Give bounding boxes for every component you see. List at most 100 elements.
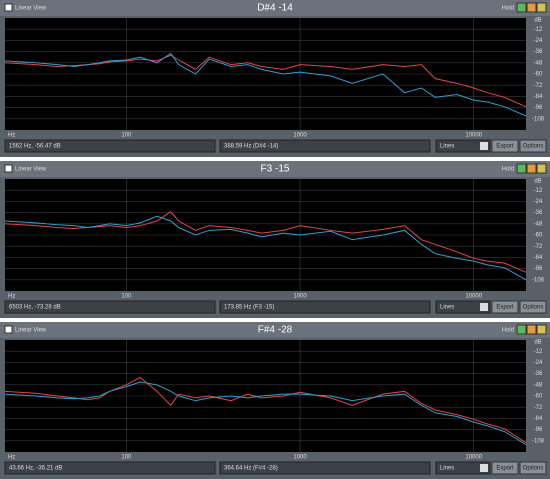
action-button[interactable] xyxy=(519,139,547,153)
status-mid: 173.85 Hz (F3 -15) xyxy=(224,305,274,311)
y-tick-label: -72 xyxy=(534,244,543,250)
status-left-box xyxy=(4,139,216,153)
y-tick-label: -84 xyxy=(534,416,543,422)
window-button[interactable] xyxy=(536,324,547,335)
y-tick-label: -96 xyxy=(534,266,543,272)
mode-dropdown[interactable] xyxy=(435,139,491,153)
hold-label: Hold xyxy=(502,6,514,12)
y-tick-label: -36 xyxy=(534,371,543,377)
linear-view-label: Linear View xyxy=(15,6,47,12)
x-tick-label: 1000 xyxy=(293,294,307,300)
x-tick-label: 1000 xyxy=(293,133,307,139)
y-tick-label: -24 xyxy=(534,199,543,205)
y-unit: dB xyxy=(534,18,541,24)
linear-view-checkbox[interactable] xyxy=(4,3,13,12)
status-left: 43.66 Hz, -36.21 dB xyxy=(9,466,62,472)
hold-label: Hold xyxy=(502,328,514,334)
window-button[interactable] xyxy=(516,2,527,13)
analyzer-panel: Linear View F3 -15 Hold dB -12 -24 -36 -48 -60 -7… xyxy=(0,161,550,318)
y-tick-label: -12 xyxy=(534,349,543,355)
y-tick-label: -60 xyxy=(534,233,543,239)
y-tick-label: -96 xyxy=(534,427,543,433)
spectrum-line xyxy=(4,54,527,108)
linear-view-label: Linear View xyxy=(15,328,47,334)
status-mid-box xyxy=(219,300,431,314)
x-tick-label: 10000 xyxy=(465,294,482,300)
status-left-box xyxy=(4,300,216,314)
y-tick-label: -108 xyxy=(532,438,545,444)
window-button[interactable] xyxy=(526,324,537,335)
panel-title: F#4 -28 xyxy=(258,325,293,336)
action-button[interactable] xyxy=(491,461,519,475)
y-tick-label: -84 xyxy=(534,94,543,100)
window-button[interactable] xyxy=(536,163,547,174)
linear-view-label: Linear View xyxy=(15,167,47,173)
x-unit: Hz xyxy=(8,455,15,461)
y-tick-label: -24 xyxy=(534,38,543,44)
analyzer-panel: Linear View F#4 -28 Hold dB -12 -24 -36 -48 -60 -… xyxy=(0,322,550,479)
spectrum-line xyxy=(4,215,527,281)
action-button[interactable] xyxy=(519,461,547,475)
status-left: 1562 Hz, -56.47 dB xyxy=(9,144,61,150)
mode-label: Lines xyxy=(440,144,454,150)
spectrum-line xyxy=(4,211,527,273)
dropdown-arrow xyxy=(480,303,488,311)
y-unit: dB xyxy=(534,179,541,185)
status-left: 6503 Hz, -73.28 dB xyxy=(9,305,61,311)
y-tick-label: -48 xyxy=(534,60,543,66)
action-button[interactable] xyxy=(491,139,519,153)
dropdown-arrow xyxy=(480,464,488,472)
action-button[interactable] xyxy=(491,300,519,314)
action-button-label: Options xyxy=(523,466,544,472)
window-button[interactable] xyxy=(526,2,537,13)
x-unit: Hz xyxy=(8,133,15,139)
y-tick-label: -108 xyxy=(532,277,545,283)
x-tick-label: 100 xyxy=(121,455,132,461)
hold-label: Hold xyxy=(502,167,514,173)
x-tick-label: 10000 xyxy=(465,133,482,139)
window-button[interactable] xyxy=(526,163,537,174)
spectrum-line xyxy=(4,381,527,445)
action-button-label: Options xyxy=(523,305,544,311)
window-button[interactable] xyxy=(516,163,527,174)
title-bar xyxy=(0,161,550,177)
linear-view-checkbox[interactable] xyxy=(4,164,13,173)
panel-title: D#4 -14 xyxy=(257,3,293,14)
dropdown-arrow xyxy=(480,142,488,150)
status-mid: 364.64 Hz (F#4 -28) xyxy=(224,466,278,472)
x-unit: Hz xyxy=(8,294,15,300)
status-left-box xyxy=(4,461,216,475)
action-button[interactable] xyxy=(519,300,547,314)
window-button[interactable] xyxy=(536,2,547,13)
y-tick-label: -48 xyxy=(534,221,543,227)
action-button-label: Export xyxy=(496,144,514,150)
action-button-label: Export xyxy=(496,305,514,311)
action-button-label: Export xyxy=(496,466,514,472)
status-mid-box xyxy=(219,461,431,475)
analyzer-panel: Linear View D#4 -14 Hold dB -12 -24 -36 -48 -60 -… xyxy=(0,0,550,157)
y-tick-label: -60 xyxy=(534,394,543,400)
status-mid: 388.59 Hz (D#4 -14) xyxy=(224,144,278,150)
x-tick-label: 100 xyxy=(121,294,132,300)
title-bar xyxy=(0,322,550,338)
y-tick-label: -36 xyxy=(534,210,543,216)
y-tick-label: -108 xyxy=(532,116,545,122)
mode-label: Lines xyxy=(440,305,454,311)
y-tick-label: -84 xyxy=(534,255,543,261)
y-tick-label: -12 xyxy=(534,27,543,33)
panel-title: F3 -15 xyxy=(261,164,290,175)
y-tick-label: -48 xyxy=(534,382,543,388)
y-unit: dB xyxy=(534,340,541,346)
linear-view-checkbox[interactable] xyxy=(4,325,13,334)
y-tick-label: -24 xyxy=(534,360,543,366)
window-button[interactable] xyxy=(516,324,527,335)
y-tick-label: -12 xyxy=(534,188,543,194)
mode-label: Lines xyxy=(440,466,454,472)
mode-dropdown[interactable] xyxy=(435,461,491,475)
y-tick-label: -60 xyxy=(534,72,543,78)
y-tick-label: -72 xyxy=(534,405,543,411)
mode-dropdown[interactable] xyxy=(435,300,491,314)
x-tick-label: 1000 xyxy=(293,455,307,461)
title-bar xyxy=(0,0,550,16)
x-tick-label: 100 xyxy=(121,133,132,139)
